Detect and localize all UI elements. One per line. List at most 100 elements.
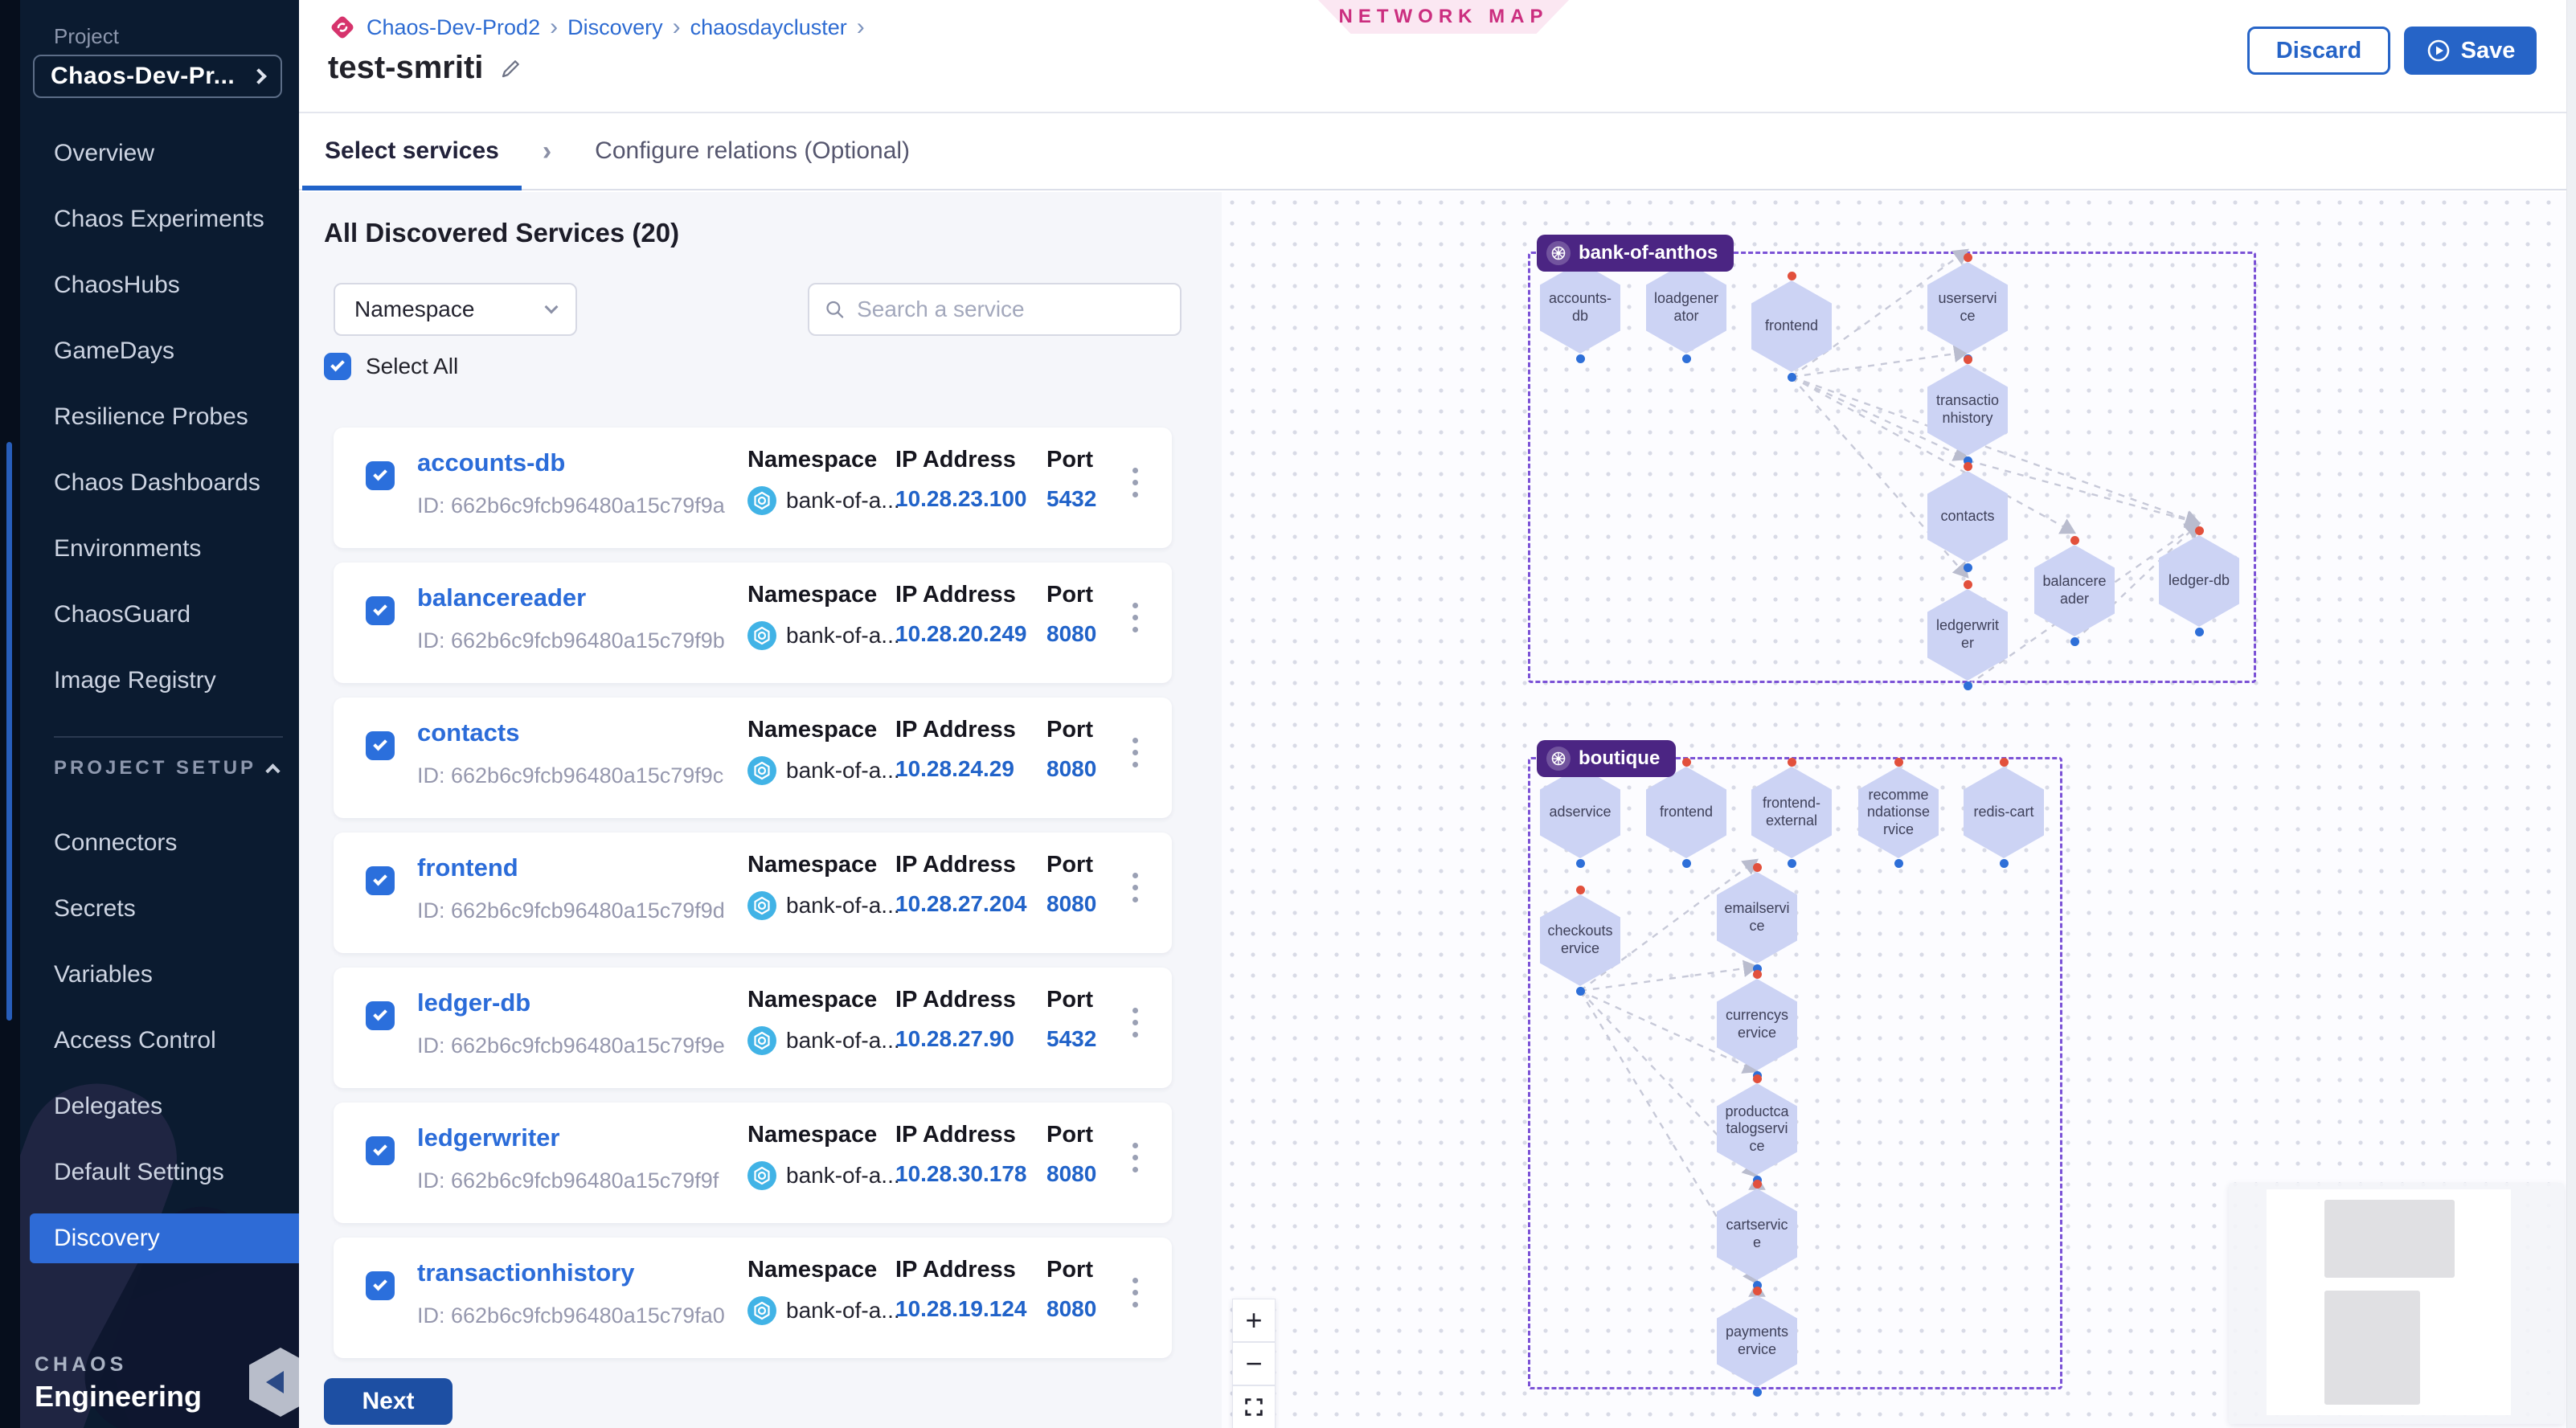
map-group-bank-of-anthos[interactable]: bank-of-anthos accounts-db loadgenerator f…	[1528, 235, 2256, 690]
map-group-boutique[interactable]: boutique adservice frontend frontend-exter…	[1528, 740, 2062, 1397]
ip-address-value[interactable]: 10.28.27.90	[895, 1026, 1014, 1051]
service-name-link[interactable]: balancereader	[417, 583, 587, 612]
sidebar-item-chaos-experiments[interactable]: Chaos Experiments	[54, 206, 264, 232]
kebab-menu-icon[interactable]	[1128, 1273, 1143, 1312]
group-badge-bank-of-anthos[interactable]: bank-of-anthos	[1537, 235, 1734, 272]
discard-button[interactable]: Discard	[2247, 27, 2390, 75]
ip-address-value[interactable]: 10.28.19.124	[895, 1296, 1027, 1321]
sidebar: Project Chaos-Dev-Pr... Overview Chaos Ex…	[20, 0, 299, 1428]
service-checkbox[interactable]	[366, 461, 395, 490]
kebab-menu-icon[interactable]	[1128, 868, 1143, 907]
ip-address-value[interactable]: 10.28.27.204	[895, 891, 1027, 916]
project-selector[interactable]: Chaos-Dev-Pr...	[33, 55, 282, 98]
namespace-filter-dropdown[interactable]: Namespace	[334, 283, 577, 336]
service-checkbox[interactable]	[366, 1001, 395, 1030]
kebab-menu-icon[interactable]	[1128, 598, 1143, 637]
search-input[interactable]	[857, 297, 1165, 322]
service-name-link[interactable]: transactionhistory	[417, 1258, 635, 1287]
map-node-frontend[interactable]: frontend	[1646, 767, 1726, 858]
service-checkbox[interactable]	[366, 596, 395, 625]
map-node-redis-cart[interactable]: redis-cart	[1964, 767, 2044, 858]
breadcrumb-cluster[interactable]: chaosdaycluster	[690, 14, 847, 39]
port-value[interactable]: 5432	[1046, 486, 1097, 511]
next-button[interactable]: Next	[324, 1378, 453, 1425]
sidebar-item-connectors[interactable]: Connectors	[54, 829, 178, 856]
service-name-link[interactable]: ledger-db	[417, 988, 531, 1017]
sidebar-item-chaos-dashboards[interactable]: Chaos Dashboards	[54, 469, 260, 496]
column-header-namespace: Namespace	[747, 852, 878, 878]
sidebar-item-delegates[interactable]: Delegates	[54, 1093, 163, 1119]
map-node-productcatalogservice[interactable]: productcatalogservice	[1717, 1083, 1797, 1175]
service-checkbox[interactable]	[366, 866, 395, 895]
kebab-menu-icon[interactable]	[1128, 733, 1143, 772]
page-scrollbar[interactable]	[2566, 0, 2576, 1428]
map-node-accounts-db[interactable]: accounts-db	[1540, 262, 1620, 354]
sidebar-item-resilience-probes[interactable]: Resilience Probes	[54, 403, 248, 430]
sidebar-item-overview[interactable]: Overview	[54, 140, 155, 166]
map-node-emailservice[interactable]: emailservice	[1717, 872, 1797, 964]
zoom-in-button[interactable]: +	[1232, 1299, 1276, 1342]
map-node-frontend[interactable]: frontend	[1751, 280, 1832, 372]
port-value[interactable]: 8080	[1046, 891, 1097, 916]
map-node-balancereader[interactable]: balancereader	[2034, 545, 2115, 636]
ip-address-value[interactable]: 10.28.23.100	[895, 486, 1027, 511]
rail-scroll-indicator[interactable]	[6, 442, 12, 1021]
map-node-paymentservice[interactable]: paymentservice	[1717, 1295, 1797, 1387]
map-node-ledger-db[interactable]: ledger-db	[2159, 535, 2239, 627]
map-node-currencyservice[interactable]: currencyservice	[1717, 979, 1797, 1070]
sidebar-item-gamedays[interactable]: GameDays	[54, 338, 175, 364]
node-input-dot	[1681, 758, 1691, 767]
service-checkbox[interactable]	[366, 731, 395, 760]
sidebar-item-default-settings[interactable]: Default Settings	[54, 1159, 224, 1185]
service-name-link[interactable]: accounts-db	[417, 448, 566, 477]
port-value[interactable]: 8080	[1046, 756, 1097, 781]
port-value[interactable]: 8080	[1046, 1296, 1097, 1321]
service-checkbox[interactable]	[366, 1271, 395, 1300]
tab-select-services[interactable]: Select services	[302, 113, 522, 190]
sidebar-item-image-registry[interactable]: Image Registry	[54, 667, 216, 694]
sidebar-item-access-control[interactable]: Access Control	[54, 1027, 216, 1054]
ip-address-value[interactable]: 10.28.20.249	[895, 621, 1027, 646]
map-node-cartservice[interactable]: cartservice	[1717, 1189, 1797, 1280]
sidebar-item-variables[interactable]: Variables	[54, 961, 153, 988]
map-node-recommendationservice[interactable]: recommendationservice	[1858, 767, 1939, 858]
port-value[interactable]: 5432	[1046, 1026, 1097, 1051]
map-node-userservice[interactable]: userservice	[1927, 262, 2008, 354]
sidebar-item-secrets[interactable]: Secrets	[54, 895, 136, 922]
breadcrumb-discovery[interactable]: Discovery	[567, 14, 663, 39]
map-node-checkoutservice[interactable]: checkoutservice	[1540, 894, 1620, 986]
map-node-transactionhistory[interactable]: transactionhistory	[1927, 364, 2008, 456]
sidebar-item-chaoshubs[interactable]: ChaosHubs	[54, 272, 180, 298]
breadcrumb-project[interactable]: Chaos-Dev-Prod2	[367, 14, 541, 39]
port-value[interactable]: 8080	[1046, 621, 1097, 646]
zoom-out-button[interactable]: −	[1232, 1342, 1276, 1385]
kebab-menu-icon[interactable]	[1128, 463, 1143, 502]
map-node-loadgenerator[interactable]: loadgenerator	[1646, 262, 1726, 354]
service-name-link[interactable]: contacts	[417, 718, 520, 747]
fullscreen-button[interactable]	[1232, 1385, 1276, 1428]
map-minimap[interactable]	[2229, 1183, 2564, 1424]
select-all-checkbox[interactable]	[324, 353, 351, 380]
save-button[interactable]: Save	[2404, 27, 2537, 75]
ip-address-value[interactable]: 10.28.24.29	[895, 756, 1014, 781]
project-setup-section-toggle[interactable]: PROJECT SETUP	[54, 757, 281, 779]
map-node-frontend-external[interactable]: frontend-external	[1751, 767, 1832, 858]
service-name-link[interactable]: ledgerwriter	[417, 1123, 560, 1152]
node-output-dot	[1963, 563, 1972, 572]
kebab-menu-icon[interactable]	[1128, 1003, 1143, 1042]
service-name-link[interactable]: frontend	[417, 853, 518, 882]
sidebar-item-environments[interactable]: Environments	[54, 535, 202, 562]
map-node-contacts[interactable]: contacts	[1927, 471, 2008, 563]
sidebar-item-discovery[interactable]: Discovery	[30, 1213, 299, 1263]
edit-pencil-icon[interactable]	[499, 56, 523, 80]
tab-configure-relations[interactable]: Configure relations (Optional)	[595, 137, 911, 164]
port-value[interactable]: 8080	[1046, 1161, 1097, 1186]
sidebar-item-chaosguard[interactable]: ChaosGuard	[54, 601, 191, 628]
group-badge-boutique[interactable]: boutique	[1537, 740, 1677, 777]
network-map-canvas[interactable]: + −	[1222, 192, 2576, 1428]
service-checkbox[interactable]	[366, 1136, 395, 1165]
kebab-menu-icon[interactable]	[1128, 1138, 1143, 1177]
map-node-ledgerwriter[interactable]: ledgerwriter	[1927, 589, 2008, 681]
map-node-adservice[interactable]: adservice	[1540, 767, 1620, 858]
ip-address-value[interactable]: 10.28.30.178	[895, 1161, 1027, 1186]
